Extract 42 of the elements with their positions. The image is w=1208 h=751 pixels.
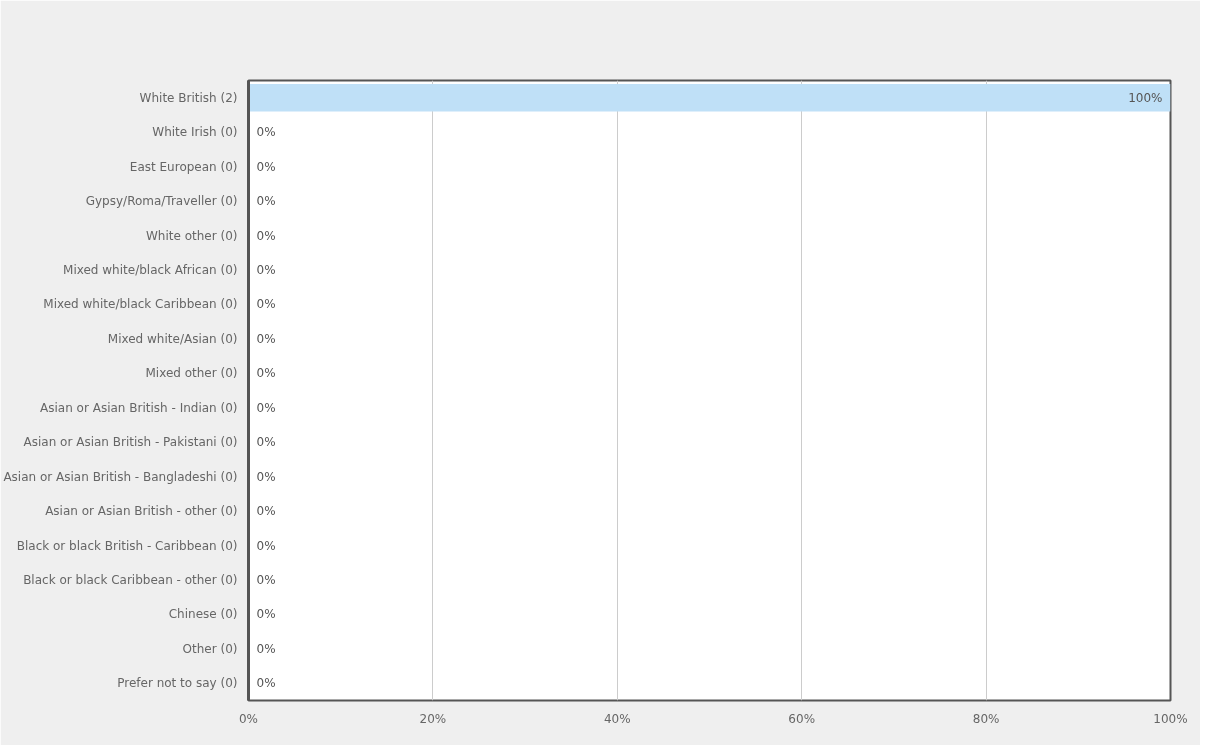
y-tick-label: White other (0)	[146, 228, 238, 243]
data-label: 0%	[256, 400, 276, 415]
data-label: 0%	[256, 194, 276, 209]
y-tick-label: White British (2)	[139, 90, 238, 105]
x-tick-label: 40%	[603, 711, 631, 726]
y-tick-label: Asian or Asian British - Pakistani (0)	[23, 435, 238, 450]
data-label: 0%	[256, 159, 276, 174]
y-tick-label: Asian or Asian British - Indian (0)	[40, 400, 238, 415]
data-label: 0%	[256, 572, 276, 587]
data-label: 0%	[256, 504, 276, 519]
x-tick-label: 0%	[238, 711, 259, 726]
y-tick-label: Black or black British - Caribbean (0)	[16, 538, 238, 553]
y-tick-label: Mixed other (0)	[145, 366, 238, 381]
data-label: 0%	[256, 331, 276, 346]
y-tick-label: Asian or Asian British - other (0)	[45, 504, 238, 519]
data-label: 0%	[256, 297, 276, 312]
data-label: 0%	[256, 366, 276, 381]
y-tick-label: Mixed white/black African (0)	[63, 262, 238, 277]
y-tick-label: Asian or Asian British - Bangladeshi (0)	[3, 469, 238, 484]
data-label: 0%	[256, 125, 276, 140]
data-label: 0%	[256, 469, 276, 484]
data-label: 0%	[256, 262, 276, 277]
y-tick-label: Chinese (0)	[168, 607, 238, 622]
y-tick-label: Mixed white/black Caribbean (0)	[43, 297, 238, 312]
data-label: 0%	[256, 641, 276, 656]
data-label: 0%	[256, 676, 276, 691]
y-tick-label: Gypsy/Roma/Traveller (0)	[85, 194, 238, 209]
x-tick-label: 60%	[788, 711, 816, 726]
data-label: 100%	[1128, 90, 1163, 105]
y-tick-label: East European (0)	[129, 159, 238, 174]
y-tick-label: Mixed white/Asian (0)	[107, 331, 238, 346]
y-tick-label: Prefer not to say (0)	[117, 676, 238, 691]
y-tick-label: White Irish (0)	[152, 125, 238, 140]
data-label: 0%	[256, 607, 276, 622]
y-tick-label: Black or black Caribbean - other (0)	[23, 572, 238, 587]
x-tick-label: 100%	[1153, 711, 1188, 726]
data-label: 0%	[256, 538, 276, 553]
data-label: 0%	[256, 228, 276, 243]
data-label: 0%	[256, 435, 276, 450]
x-tick-label: 20%	[419, 711, 447, 726]
x-tick-label: 80%	[972, 711, 1000, 726]
y-tick-label: Other (0)	[182, 641, 238, 656]
